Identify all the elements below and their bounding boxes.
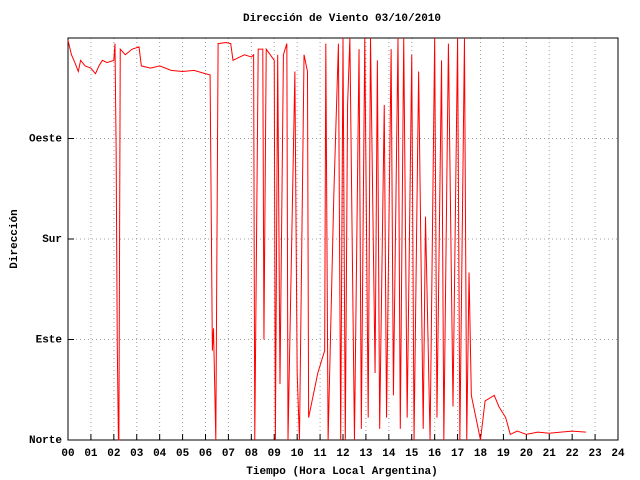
- data-line: [67, 37, 586, 441]
- x-tick-label: 23: [588, 448, 602, 460]
- x-tick-label: 10: [291, 448, 304, 460]
- x-tick-label: 08: [245, 448, 259, 460]
- x-tick-label: 03: [130, 448, 144, 460]
- x-tick-label: 15: [405, 448, 419, 460]
- x-tick-label: 05: [176, 448, 190, 460]
- x-tick-label: 21: [543, 448, 557, 460]
- x-tick-label: 19: [497, 448, 510, 460]
- y-tick-label: Oeste: [29, 133, 62, 145]
- x-tick-label: 04: [153, 448, 167, 460]
- y-axis-label: Dirección: [9, 209, 21, 268]
- x-tick-label: 22: [566, 448, 579, 460]
- x-tick-label: 14: [382, 448, 396, 460]
- x-tick-label: 16: [428, 448, 441, 460]
- chart-title: Dirección de Viento 03/10/2010: [243, 13, 441, 25]
- x-tick-label: 07: [222, 448, 235, 460]
- y-tick-label: Norte: [29, 435, 62, 447]
- x-tick-label: 17: [451, 448, 464, 460]
- y-tick-label: Este: [36, 334, 63, 346]
- x-tick-label: 00: [61, 448, 74, 460]
- x-tick-label: 18: [474, 448, 488, 460]
- x-axis-label: Tiempo (Hora Local Argentina): [246, 466, 437, 478]
- x-tick-label: 13: [359, 448, 373, 460]
- x-tick-label: 06: [199, 448, 212, 460]
- x-tick-label: 20: [520, 448, 533, 460]
- x-tick-label: 02: [107, 448, 120, 460]
- x-tick-label: 12: [336, 448, 349, 460]
- x-tick-label: 01: [84, 448, 98, 460]
- x-tick-label: 09: [268, 448, 281, 460]
- x-tick-label: 24: [611, 448, 625, 460]
- y-tick-label: Sur: [42, 234, 62, 246]
- x-tick-label: 11: [313, 448, 327, 460]
